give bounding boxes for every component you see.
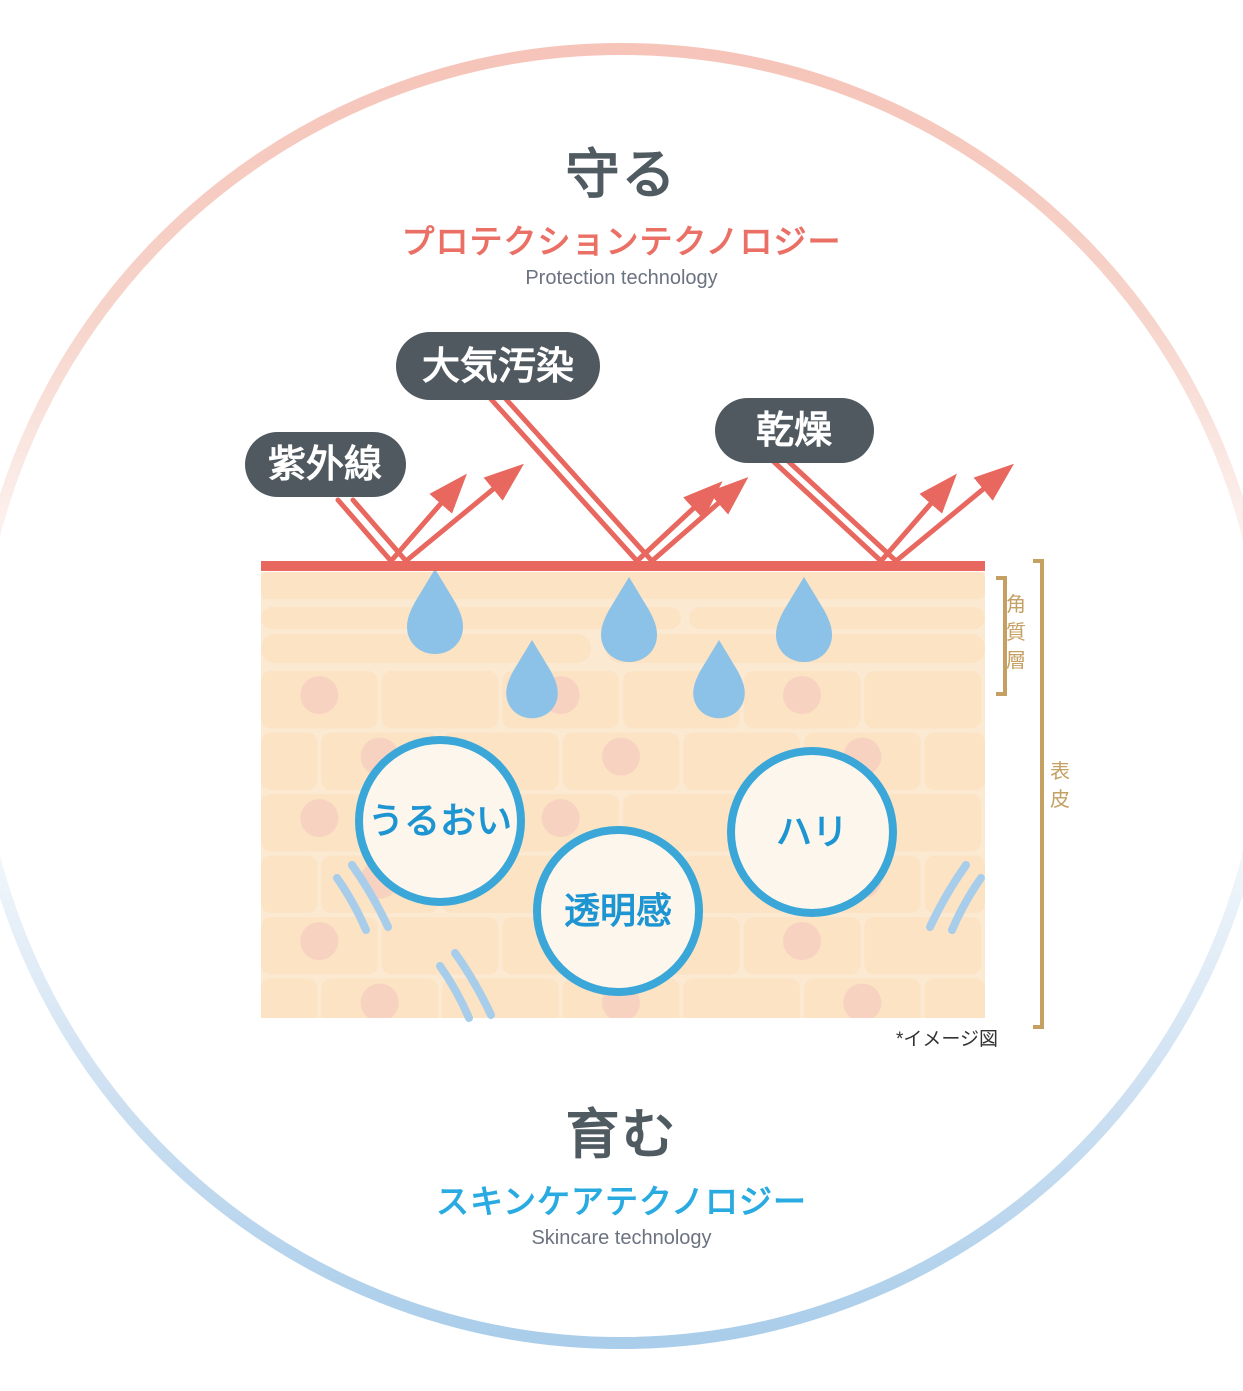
svg-text:紫外線: 紫外線 <box>268 444 382 486</box>
svg-text:大気汚染: 大気汚染 <box>422 346 574 388</box>
svg-text:角: 角 <box>1006 593 1026 616</box>
svg-text:質: 質 <box>1006 621 1026 644</box>
svg-text:皮: 皮 <box>1050 788 1070 811</box>
svg-text:表: 表 <box>1050 760 1070 783</box>
svg-text:ハリ: ハリ <box>776 811 848 852</box>
svg-text:透明感: 透明感 <box>564 890 672 931</box>
svg-text:*イメージ図: *イメージ図 <box>896 1029 998 1050</box>
svg-text:乾燥: 乾燥 <box>756 410 833 452</box>
svg-text:うるおい: うるおい <box>368 800 512 841</box>
svg-text:層: 層 <box>1006 650 1026 672</box>
